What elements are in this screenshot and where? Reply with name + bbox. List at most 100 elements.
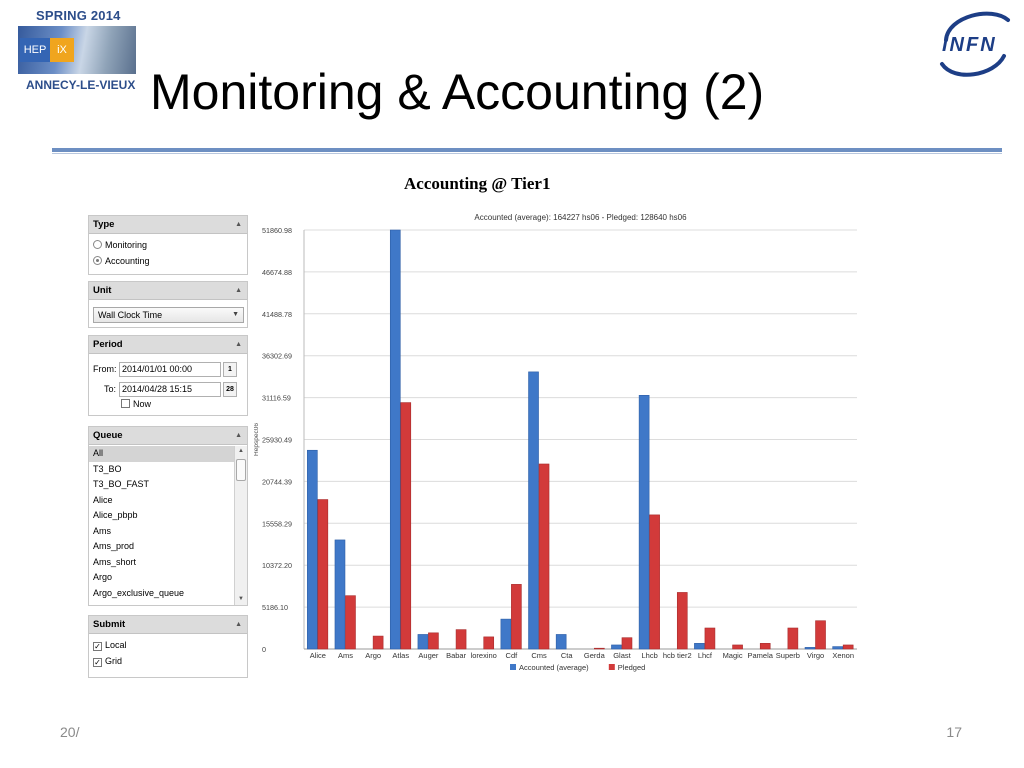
type-panel-title: Type (93, 219, 115, 230)
collapse-up-icon[interactable]: ▲ (235, 432, 242, 439)
queue-item[interactable]: Ams_prod (93, 541, 135, 551)
bar-pledged (455, 629, 467, 650)
bar-pledged (787, 627, 799, 650)
queue-item[interactable]: Ams_short (93, 556, 137, 567)
legend-label: Pledged (618, 663, 646, 672)
from-calendar-button[interactable]: 1 (223, 362, 237, 377)
collapse-up-icon[interactable]: ▲ (235, 621, 242, 628)
x-tick-label: Atlas (392, 651, 409, 660)
bar-accounted (417, 634, 429, 650)
now-option[interactable]: Now (121, 399, 151, 409)
bar-accounted (804, 647, 816, 650)
x-tick-label: Cta (561, 651, 574, 660)
queue-item[interactable]: Alice (93, 494, 113, 505)
scroll-thumb[interactable] (236, 459, 246, 481)
bar-pledged (842, 644, 854, 650)
collapse-up-icon[interactable]: ▲ (235, 221, 242, 228)
collapse-up-icon[interactable]: ▲ (235, 341, 242, 348)
hepix-mark-he: HEP (20, 38, 50, 62)
y-tick-label: 5186.10 (262, 603, 288, 612)
type-panel: Type ▲ Monitoring Accounting (88, 215, 248, 275)
checkbox-checked-icon[interactable]: ✓ (93, 658, 102, 667)
bar-pledged (511, 584, 522, 650)
to-date-field[interactable]: 2014/04/28 15:15 (119, 382, 221, 397)
legend-swatch (510, 664, 516, 670)
x-tick-label: Auger (418, 651, 439, 660)
submit-option-grid[interactable]: ✓ Grid (89, 653, 247, 669)
scroll-up-icon[interactable]: ▲ (238, 448, 244, 454)
queue-item[interactable]: T3_BO_FAST (93, 479, 150, 489)
screenshot-title: Accounting @ Tier1 (404, 174, 551, 193)
queue-item[interactable]: Argo (93, 572, 113, 582)
hepix-logo-top-text: SPRING 2014 (36, 8, 121, 23)
infn-logo: INFN (934, 6, 1014, 82)
period-panel: Period ▲ From: 2014/01/01 00:00 1 To: 20… (88, 335, 248, 416)
queue-panel-header[interactable]: Queue ▲ (89, 427, 247, 445)
queue-scrollbar[interactable]: ▲ ▼ (234, 446, 247, 605)
unit-panel-header[interactable]: Unit ▲ (89, 282, 247, 300)
accounting-bar-chart: Accounted (average): 164227 hs06 - Pledg… (254, 209, 864, 679)
bar-accounted (307, 449, 318, 650)
queue-item[interactable]: Argo_exclusive_queue (93, 587, 185, 598)
y-tick-label: 51860.98 (262, 226, 292, 235)
infn-swoosh-icon (940, 11, 1010, 77)
queue-panel: Queue ▲ All T3_BO T3_BO_FAST Alice Alice… (88, 426, 248, 606)
x-tick-label: Xenon (832, 651, 854, 660)
unit-panel: Unit ▲ Wall Clock Time ▼ (88, 281, 248, 328)
bar-pledged (621, 637, 633, 650)
type-option-accounting[interactable]: Accounting (89, 253, 247, 269)
hepix-logo-bottom-text: ANNECY-LE-VIEUX (26, 78, 136, 92)
x-tick-label: Pamela (748, 651, 774, 660)
queue-list[interactable]: All T3_BO T3_BO_FAST Alice Alice_pbpb Am… (89, 446, 234, 601)
submit-panel-header[interactable]: Submit ▲ (89, 616, 247, 634)
queue-panel-title: Queue (93, 430, 123, 441)
submit-option-label: Local (105, 640, 127, 650)
to-calendar-button[interactable]: 28 (223, 382, 237, 397)
slide-title: Monitoring & Accounting (2) (150, 64, 765, 120)
bar-accounted (555, 634, 567, 650)
period-panel-header[interactable]: Period ▲ (89, 336, 247, 354)
queue-item[interactable]: Ams (93, 525, 111, 536)
bar-accounted (334, 539, 346, 650)
queue-item[interactable]: Alice_pbpb (93, 510, 138, 520)
x-tick-label: Magic (723, 651, 743, 660)
bar-chart-svg: Accounted (average): 164227 hs06 - Pledg… (254, 213, 857, 672)
title-divider (52, 148, 1002, 152)
y-tick-label: 41488.78 (262, 310, 292, 319)
y-tick-label: 46674.88 (262, 268, 292, 277)
x-tick-label: Argo (365, 651, 381, 660)
type-option-monitoring[interactable]: Monitoring (89, 237, 247, 253)
chevron-down-icon[interactable]: ▼ (232, 311, 239, 318)
x-tick-label: Superb (776, 651, 800, 660)
queue-item-all[interactable]: All (89, 446, 234, 462)
queue-item[interactable]: T3_BO (93, 463, 122, 474)
now-label: Now (133, 399, 152, 409)
scroll-down-icon[interactable]: ▼ (238, 596, 244, 602)
unit-panel-title: Unit (93, 285, 112, 296)
x-tick-label: Cdf (506, 651, 519, 660)
x-tick-label: Glast (613, 651, 631, 660)
page-number: 17 (946, 724, 962, 740)
legend-label: Accounted (average) (519, 663, 589, 672)
type-panel-header[interactable]: Type ▲ (89, 216, 247, 234)
infn-logo-text: INFN (942, 34, 997, 56)
x-tick-label: Lhcb (641, 651, 657, 660)
bar-pledged (538, 463, 550, 650)
collapse-up-icon[interactable]: ▲ (235, 287, 242, 294)
x-tick-label: Ams (338, 651, 353, 660)
from-label: From: (93, 364, 117, 374)
x-tick-label: Cms (531, 651, 547, 660)
submit-option-local[interactable]: ✓ Local (89, 637, 247, 653)
y-tick-label: 10372.20 (262, 561, 292, 570)
from-date-field[interactable]: 2014/01/01 00:00 (119, 362, 221, 377)
y-tick-label: 36302.69 (262, 352, 292, 361)
radio-icon[interactable] (93, 240, 102, 249)
radio-selected-icon[interactable] (93, 256, 102, 265)
bar-accounted (500, 618, 512, 650)
hepix-mark-ix: iX (50, 38, 74, 62)
checkbox-icon[interactable] (121, 399, 130, 408)
bar-pledged (428, 632, 439, 650)
chart-subtitle: Accounted (average): 164227 hs06 - Pledg… (474, 213, 687, 222)
unit-select[interactable]: Wall Clock Time ▼ (93, 307, 244, 323)
checkbox-checked-icon[interactable]: ✓ (93, 642, 102, 651)
